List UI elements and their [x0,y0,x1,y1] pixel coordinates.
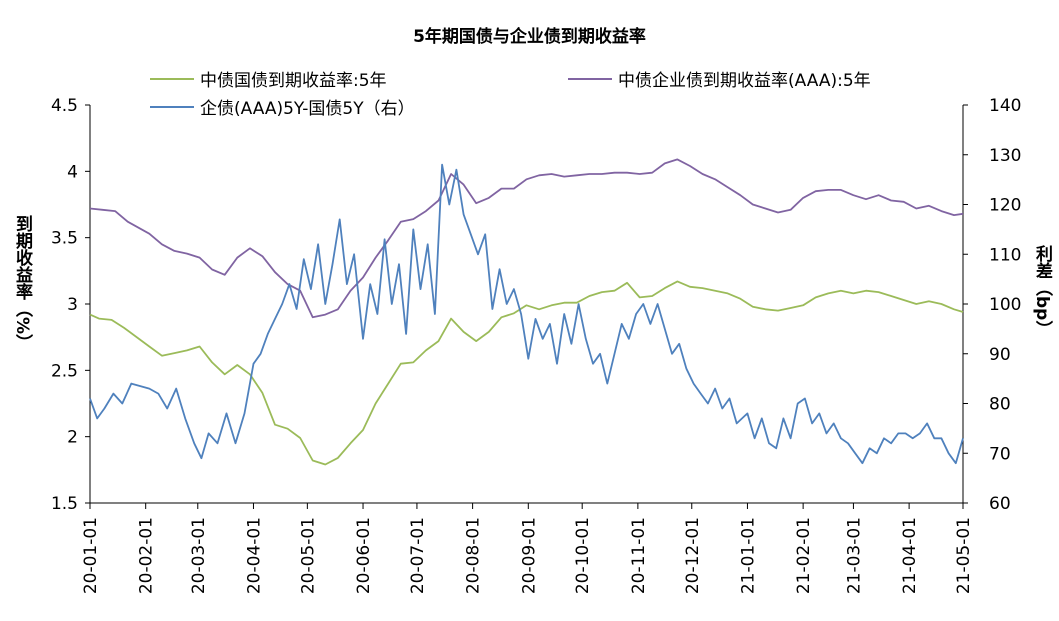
chart-title: 5年期国债与企业债到期收益率 [413,27,646,47]
x-tick-label: 21-01-01 [738,517,758,594]
left-tick-label: 1.5 [51,494,78,514]
x-tick-label: 20-01-01 [81,517,101,594]
x-tick-label: 20-12-01 [683,517,703,594]
right-axis-label: 利差（bp） [1032,245,1052,338]
x-tick-label: 20-09-01 [519,517,539,594]
legend-item-spread: 企债(AAA)5Y-国债5Y（右） [150,94,415,119]
left-tick-label: 4 [67,162,78,182]
series-line-2 [89,163,964,465]
x-axis-ticks: 20-01-01 20-02-01 20-03-01 20-04-01 20-05-01… [81,503,974,594]
right-tick-label: 130 [989,146,1021,166]
series-line-0 [89,280,964,466]
legend-swatch-spread [150,105,194,108]
left-tick-label: 3.5 [51,229,78,249]
x-tick-label: 20-02-01 [137,517,157,594]
legend-swatch-corporate [568,77,612,80]
x-tick-label: 20-03-01 [189,517,209,594]
legend-swatch-treasury [150,77,194,80]
series-line-1 [89,158,964,319]
x-tick-label: 21-03-01 [844,517,864,594]
right-tick-label: 60 [989,494,1011,514]
x-tick-label: 20-06-01 [354,517,374,594]
legend-label-corporate: 中债企业债到期收益率(AAA):5年 [618,71,871,91]
x-tick-label: 21-05-01 [954,517,974,594]
left-tick-label: 3 [67,295,78,315]
series-lines [89,158,964,466]
left-tick-label: 2 [67,428,78,448]
right-tick-label: 100 [989,295,1021,315]
plot-frame [89,105,964,504]
right-tick-label: 110 [989,245,1021,265]
right-tick-label: 70 [989,444,1011,464]
right-tick-label: 120 [989,196,1021,216]
x-tick-label: 20-07-01 [408,517,428,594]
legend-item-corporate: 中债企业债到期收益率(AAA):5年 [568,66,871,91]
left-tick-label: 4.5 [51,96,78,116]
x-tick-label: 20-04-01 [244,517,264,594]
legend-label-treasury: 中债国债到期收益率:5年 [200,71,387,91]
x-tick-label: 20-11-01 [629,517,649,594]
right-tick-label: 140 [989,96,1021,116]
left-axis-label: 到期收益率（%） [12,215,32,352]
right-tick-label: 90 [989,345,1011,365]
left-axis-ticks: 1.5 2 2.5 3 3.5 4 4.5 [51,96,90,514]
right-axis-ticks: 60 70 80 90 100 110 120 130 140 [963,96,1021,514]
left-tick-label: 2.5 [51,361,78,381]
legend-label-spread: 企债(AAA)5Y-国债5Y（右） [200,99,415,119]
x-tick-label: 20-05-01 [298,517,318,594]
x-tick-label: 21-02-01 [794,517,814,594]
x-tick-label: 20-10-01 [573,517,593,594]
legend-item-treasury: 中债国债到期收益率:5年 [150,66,387,91]
right-tick-label: 80 [989,395,1011,415]
x-tick-label: 21-04-01 [900,517,920,594]
x-tick-label: 20-08-01 [464,517,484,594]
